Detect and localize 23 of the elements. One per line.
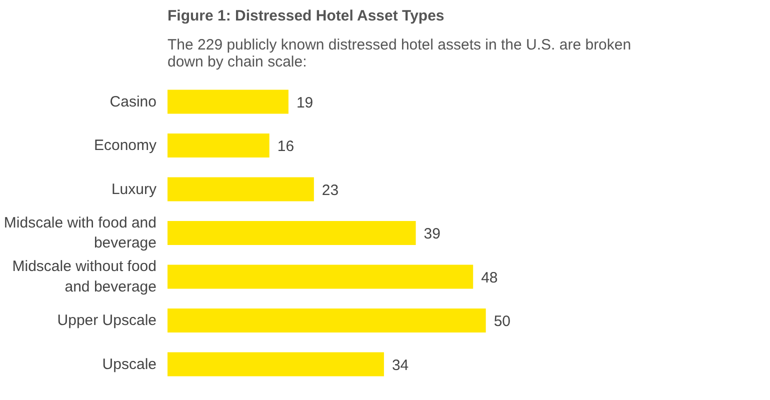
data-label: 39 (424, 226, 440, 242)
chart-subtitle: The 229 publicly known distressed hotel assets in the U.S. are broken down by chain scale: (168, 36, 632, 70)
data-label: 48 (481, 269, 498, 286)
data-label: 34 (392, 356, 409, 374)
bar (168, 133, 270, 158)
bar (168, 264, 474, 289)
y-tick-label: Midscale with food and beverage (4, 214, 157, 252)
bar (168, 352, 384, 376)
y-tick-label: Economy (94, 137, 157, 154)
data-label: 16 (277, 138, 294, 155)
bar (168, 177, 314, 202)
y-tick-label: Upper Upscale (57, 312, 157, 329)
bar (168, 220, 416, 246)
y-tick-label: Upscale (102, 356, 157, 373)
bar (168, 308, 486, 333)
bar (168, 90, 288, 114)
y-tick-label: Luxury (111, 180, 157, 198)
data-label: 19 (296, 94, 314, 112)
y-tick-label: Midscale without food and beverage (12, 258, 157, 296)
data-label: 23 (322, 182, 339, 199)
data-label: 50 (494, 313, 511, 330)
chart-title: Figure 1: Distressed Hotel Asset Types (168, 8, 444, 24)
y-tick-label: Casino (110, 93, 157, 110)
